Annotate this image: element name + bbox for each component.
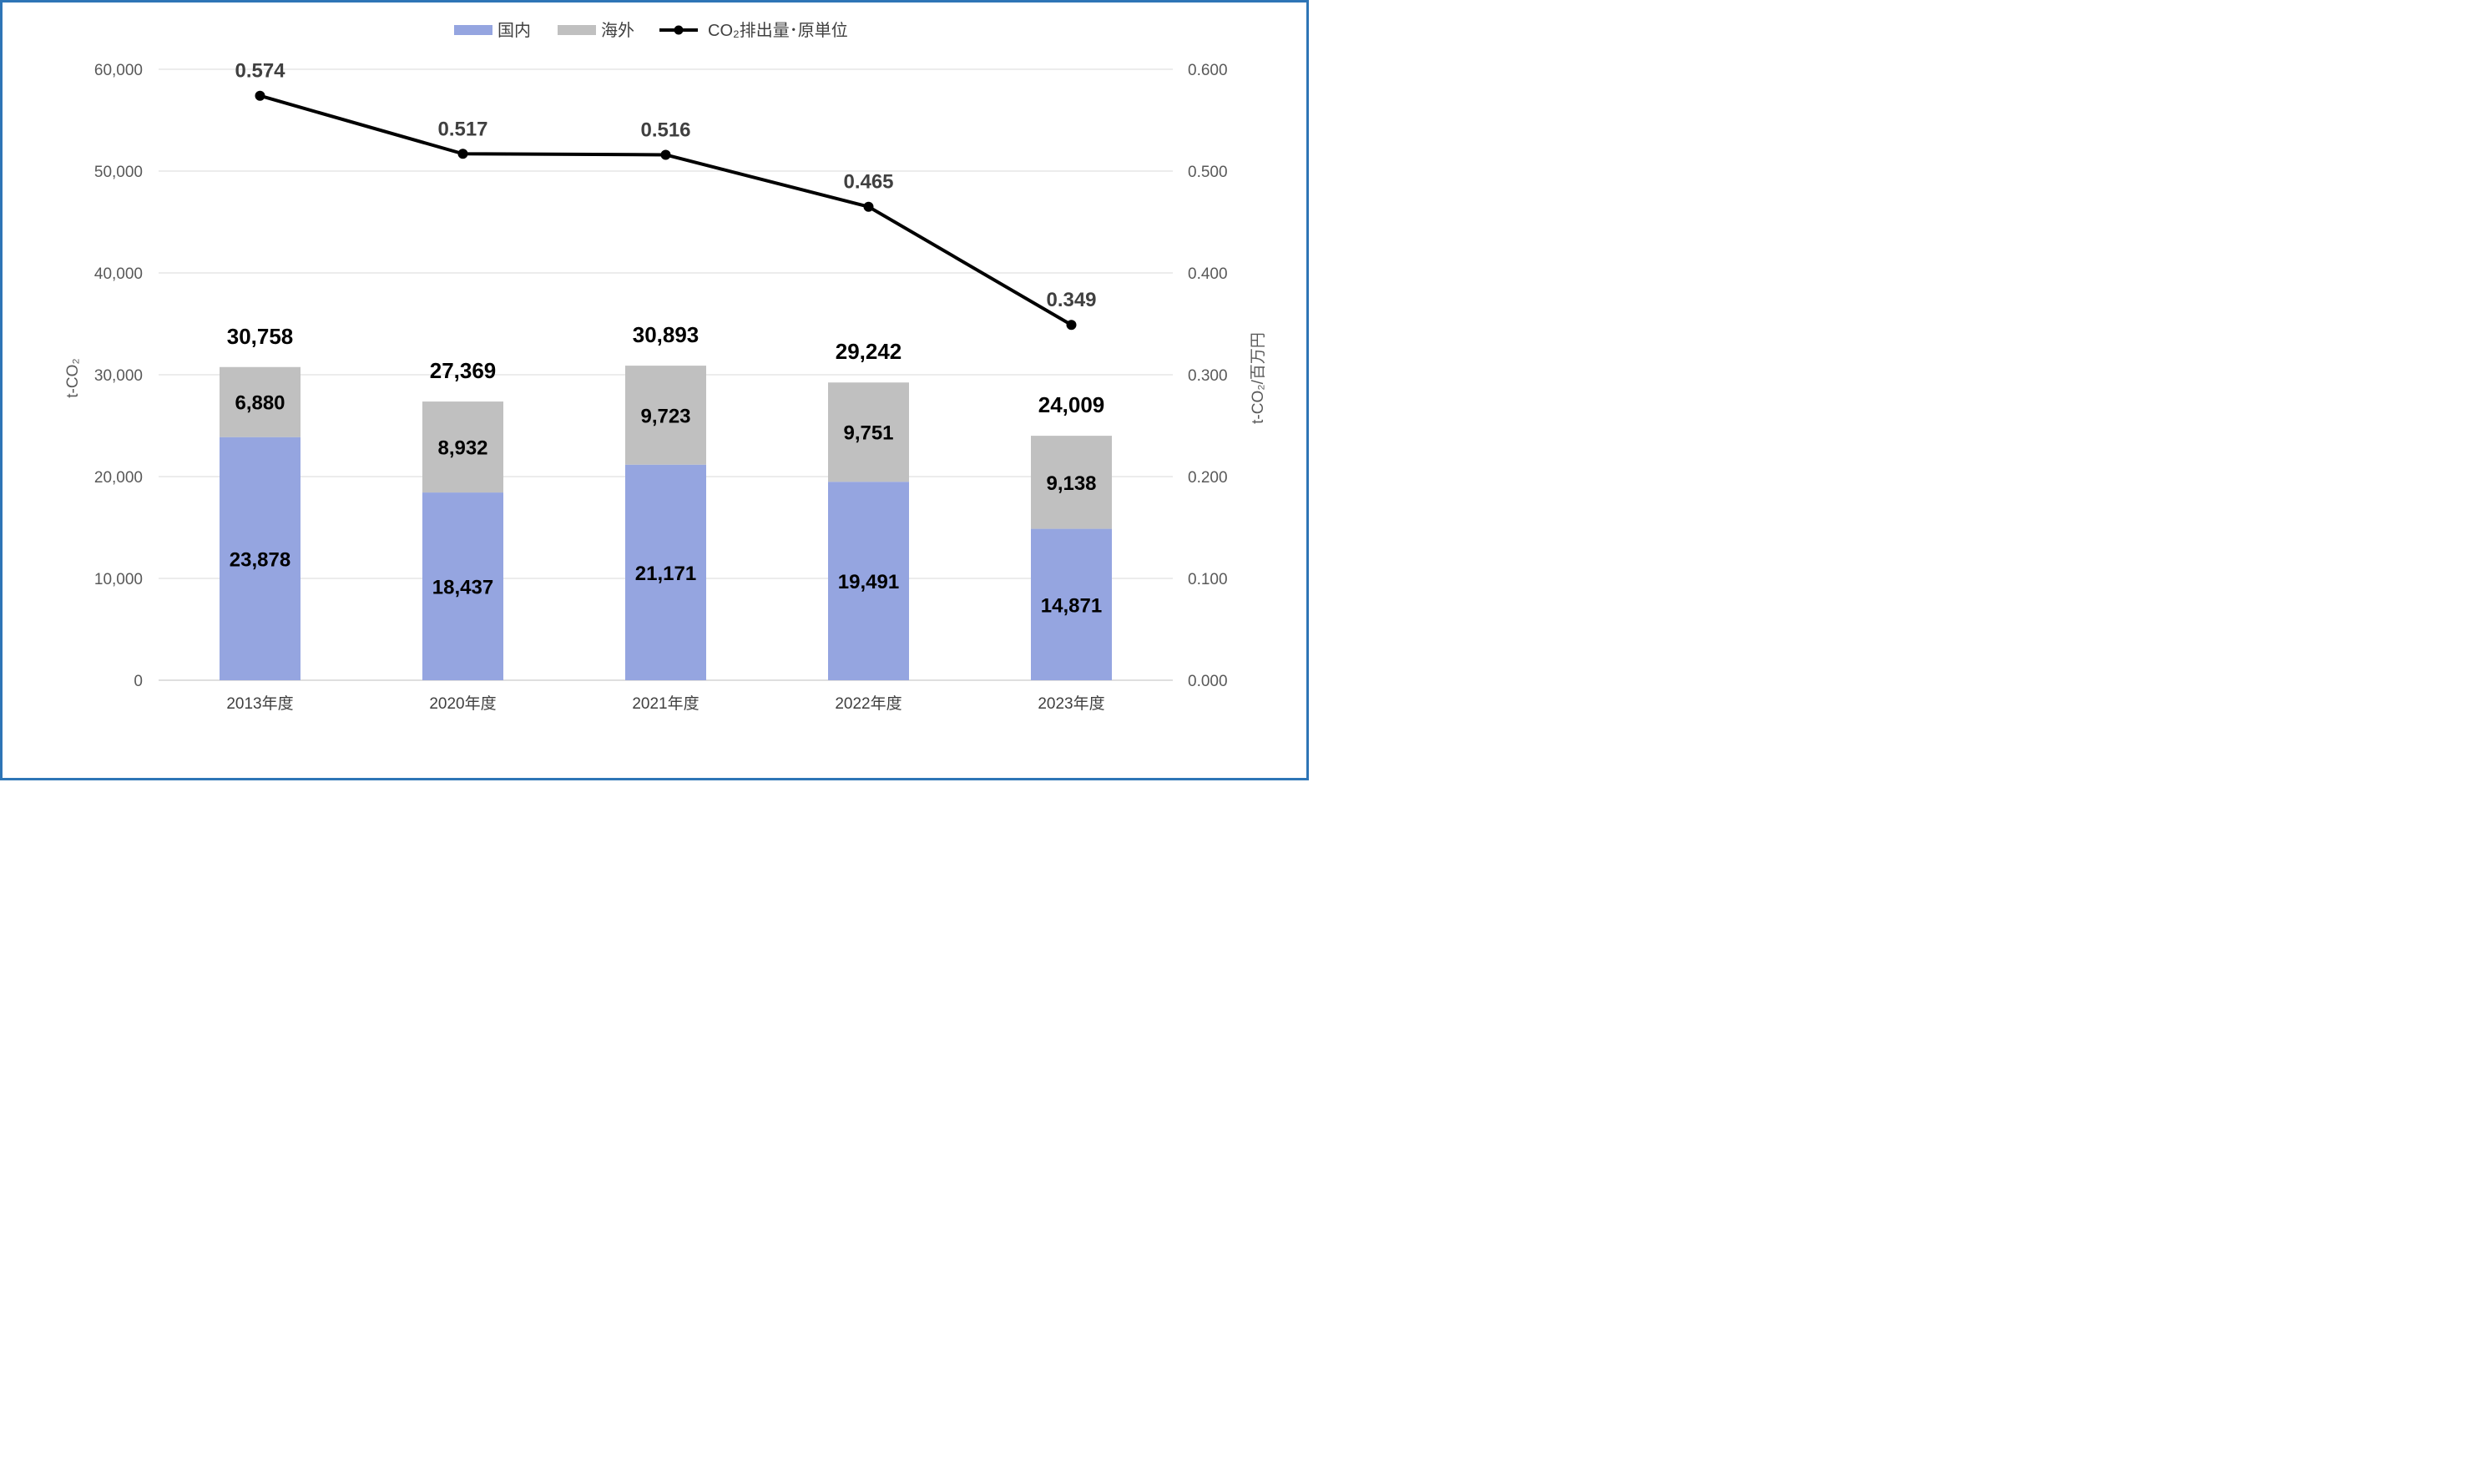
- bar-domestic: [828, 482, 909, 680]
- legend-label-intensity: CO₂排出量･原単位: [708, 21, 848, 40]
- left-tick-label: 20,000: [94, 469, 143, 487]
- left-tick-label: 30,000: [94, 367, 143, 385]
- chart-frame: 23,878 6,880 30,758 18,437 8,932 27,369 21,171…: [0, 0, 1309, 780]
- right-tick-label: 0.600: [1188, 62, 1228, 79]
- data-label-overseas: 6,880: [235, 392, 285, 415]
- bar-domestic: [625, 464, 706, 680]
- x-axis: 2013年度 2020年度 2021年度 2022年度 2023年度: [226, 694, 1104, 713]
- right-tick-label: 0.000: [1188, 673, 1228, 690]
- left-tick-label: 50,000: [94, 164, 143, 181]
- legend: 国内 海外 CO₂排出量･原単位: [454, 21, 848, 40]
- right-axis: 0.000 0.100 0.200 0.300 0.400 0.500 0.600: [1188, 62, 1228, 690]
- data-label-domestic: 18,437: [432, 577, 493, 599]
- data-label-total: 30,758: [227, 324, 294, 349]
- right-tick-label: 0.500: [1188, 164, 1228, 181]
- bar-overseas: [220, 366, 301, 437]
- left-axis-title: t-CO₂: [64, 358, 82, 397]
- intensity-point: [1066, 320, 1077, 331]
- data-label-total: 27,369: [430, 358, 497, 383]
- bar-domestic: [1031, 528, 1112, 680]
- left-tick-label: 40,000: [94, 265, 143, 283]
- bar-domestic: [422, 492, 503, 680]
- data-label-domestic: 19,491: [838, 571, 899, 593]
- bar-overseas: [1031, 436, 1112, 529]
- intensity-data-label: 0.516: [640, 119, 690, 141]
- left-tick-label: 0: [134, 673, 143, 690]
- data-label-overseas: 9,723: [640, 405, 690, 427]
- data-label-domestic: 21,171: [635, 563, 696, 585]
- intensity-point: [457, 149, 468, 159]
- legend-label-domestic: 国内: [497, 21, 531, 40]
- legend-swatch-domestic: [454, 25, 492, 35]
- right-tick-label: 0.100: [1188, 571, 1228, 588]
- bar-overseas: [422, 401, 503, 493]
- intensity-data-label: 0.465: [843, 171, 893, 194]
- category-label: 2023年度: [1038, 694, 1104, 713]
- intensity-point: [255, 90, 265, 101]
- data-label-overseas: 8,932: [437, 437, 487, 460]
- bar-overseas: [625, 366, 706, 465]
- legend-label-overseas: 海外: [601, 21, 634, 40]
- legend-swatch-overseas: [558, 25, 596, 35]
- intensity-point: [863, 201, 874, 212]
- bar-domestic: [220, 437, 301, 680]
- left-tick-label: 10,000: [94, 571, 143, 588]
- data-label-domestic: 23,878: [230, 548, 290, 571]
- bar-overseas: [828, 382, 909, 482]
- right-tick-label: 0.400: [1188, 265, 1228, 283]
- category-label: 2020年度: [429, 694, 496, 713]
- data-label-total: 29,242: [836, 339, 902, 364]
- intensity-data-label: 0.517: [437, 118, 487, 140]
- intensity-data-label: 0.574: [235, 60, 285, 83]
- intensity-data-label: 0.349: [1046, 289, 1096, 311]
- category-label: 2022年度: [835, 694, 902, 713]
- left-axis: 0 10,000 20,000 30,000 40,000 50,000 60,000: [94, 62, 143, 690]
- legend-line-marker: [674, 25, 684, 35]
- data-label-domestic: 14,871: [1041, 594, 1102, 617]
- bars-group: 23,878 6,880 30,758 18,437 8,932 27,369 21,171…: [220, 322, 1112, 680]
- right-tick-label: 0.300: [1188, 367, 1228, 385]
- category-label: 2013年度: [226, 694, 293, 713]
- right-axis-title: t-CO₂/百万円: [1250, 332, 1267, 424]
- data-label-total: 24,009: [1038, 392, 1105, 417]
- combo-chart: 23,878 6,880 30,758 18,437 8,932 27,369 21,171…: [64, 21, 1267, 713]
- data-label-overseas: 9,751: [843, 422, 893, 445]
- intensity-point: [660, 149, 671, 160]
- left-tick-label: 60,000: [94, 62, 143, 79]
- category-label: 2021年度: [632, 694, 699, 713]
- intensity-line-group: 0.574 0.517 0.516 0.465 0.349: [235, 60, 1097, 331]
- data-label-total: 30,893: [633, 322, 700, 347]
- right-tick-label: 0.200: [1188, 469, 1228, 487]
- data-label-overseas: 9,138: [1046, 472, 1096, 495]
